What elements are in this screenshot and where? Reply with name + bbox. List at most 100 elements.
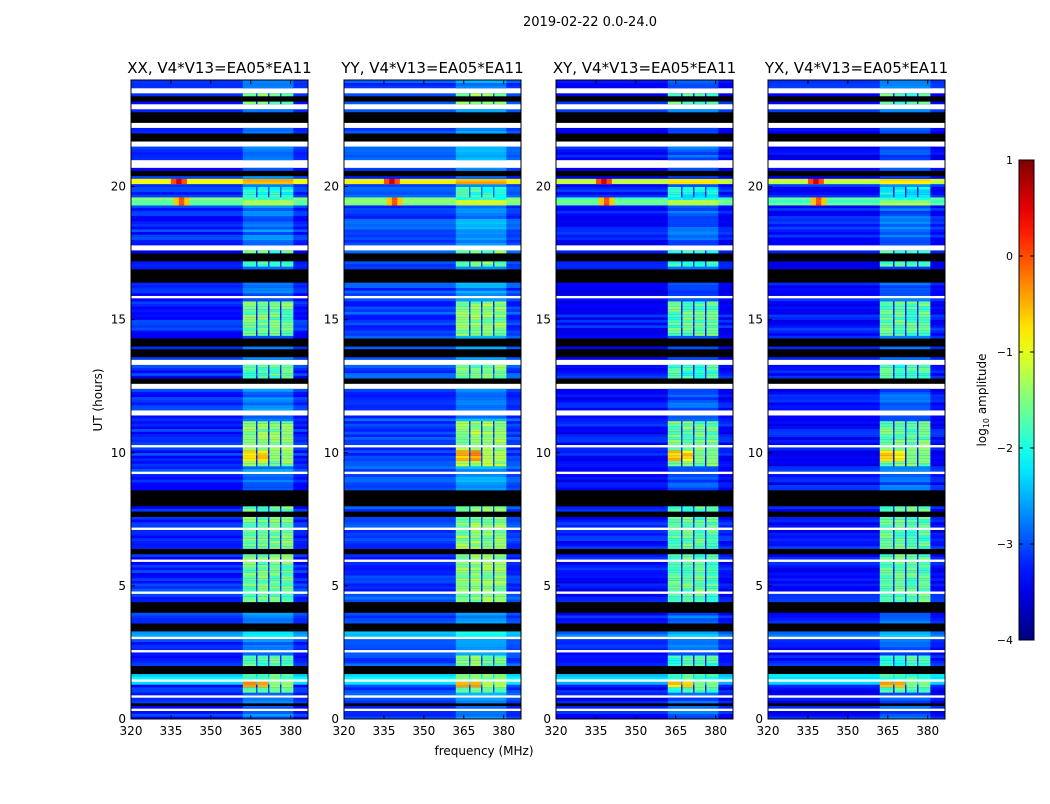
heatmap-row: [768, 711, 945, 714]
nodata-row: [556, 492, 733, 496]
rfi-subband-cell: [281, 306, 294, 310]
rfi-subband-cell: [894, 535, 906, 539]
rfi-subband-cell: [918, 681, 931, 685]
rfi-subband-cell: [906, 314, 918, 318]
rfi-subband-cell: [257, 689, 269, 693]
rfi-subband-cell: [281, 303, 294, 307]
nodata-row: [556, 277, 733, 280]
heatmap-row: [768, 237, 945, 241]
rfi-subband-cell: [879, 458, 894, 462]
rfi-subband-cell: [242, 596, 257, 600]
heatmap-row: [768, 285, 945, 288]
heatmap-row: [344, 250, 521, 254]
rfi-subband-cell: [894, 311, 906, 315]
rfi-subband-cell: [906, 463, 918, 467]
rfi-subband-cell: [906, 308, 918, 312]
rfi-subband-cell: [706, 596, 719, 600]
rfi-subband-cell: [242, 364, 257, 368]
heatmap-row: [556, 644, 733, 648]
rfi-subband-cell: [918, 186, 931, 190]
rfi-band-cell: [242, 109, 294, 113]
rfi-subband-cell: [906, 367, 918, 371]
rfi-subband-cell: [269, 506, 281, 509]
nodata-row: [131, 338, 308, 342]
heatmap-row: [556, 466, 733, 470]
rfi-subband-cell: [281, 332, 294, 336]
heatmap-row: [556, 700, 733, 704]
rfi-band-cell: [455, 231, 507, 235]
rfi-subband-cell: [894, 314, 906, 318]
rfi-subband-cell: [682, 561, 694, 565]
axes-frame: [343, 79, 522, 720]
heatmap-row: [556, 617, 733, 621]
rfi-band-cell: [455, 266, 507, 270]
rfi-subband-cell: [482, 428, 494, 432]
rfi-band-cell: [242, 237, 294, 241]
rfi-subband-cell: [242, 676, 257, 680]
heatmap-row: [131, 303, 308, 307]
rfi-subband-cell: [894, 663, 906, 667]
heatmap-row: [344, 633, 521, 637]
rfi-subband-cell: [906, 191, 918, 195]
rfi-subband-cell: [281, 189, 294, 193]
rfi-subband-cell: [482, 372, 494, 376]
rfi-subband-cell: [894, 423, 906, 427]
nodata-row: [344, 269, 521, 272]
rfi-subband-cell: [482, 553, 494, 557]
rfi-subband-cell: [269, 580, 281, 584]
rfi-subband-cell: [455, 545, 470, 549]
x-tick-label: 365: [876, 724, 899, 738]
rfi-subband-cell: [918, 194, 931, 198]
rfi-subband-cell: [918, 189, 931, 193]
rfi-subband-cell: [667, 676, 682, 680]
heatmap-row: [768, 205, 945, 209]
y-tick-label: 0: [755, 712, 763, 726]
heatmap-row: [768, 229, 945, 233]
rfi-subband-cell: [682, 263, 694, 267]
rfi-subband-cell: [894, 439, 906, 443]
heatmap-row: [768, 404, 945, 408]
rfi-subband-cell: [879, 423, 894, 427]
nodata-row: [131, 133, 308, 137]
heatmap-row: [344, 322, 521, 326]
rfi-subband-cell: [242, 324, 257, 328]
rfi-subband-cell: [667, 428, 682, 432]
heatmap-row: [344, 298, 521, 302]
heatmap-row: [344, 423, 521, 427]
nodata-row: [768, 511, 945, 515]
heatmap-row: [131, 599, 308, 603]
heatmap-row: [556, 157, 733, 161]
rfi-subband-cell: [281, 319, 294, 323]
heatmap-row: [131, 458, 308, 462]
rfi-band-cell: [455, 399, 507, 403]
nodata-row: [131, 351, 308, 355]
rfi-subband-cell: [894, 319, 906, 323]
heatmap-row: [768, 261, 945, 265]
rfi-subband-cell: [667, 673, 682, 677]
rfi-subband-cell: [894, 370, 906, 374]
rfi-subband-cell: [494, 431, 507, 435]
rfi-subband-cell: [455, 460, 470, 464]
heatmap-row: [344, 130, 521, 134]
nodata-row: [768, 255, 945, 259]
rfi-band-cell: [879, 130, 931, 134]
heatmap-row: [556, 455, 733, 459]
rfi-subband-cell: [906, 428, 918, 432]
rfi-subband-cell: [706, 308, 719, 312]
heatmap-row: [768, 577, 945, 581]
panel-title: YY, V4*V13=EA05*EA11: [340, 59, 523, 77]
rfi-subband-cell: [269, 364, 281, 368]
heatmap-row: [344, 647, 521, 651]
rfi-subband-cell: [879, 553, 894, 557]
rfi-band-cell: [455, 391, 507, 395]
rfi-band-cell: [667, 226, 719, 230]
x-tick-label: 380: [704, 724, 727, 738]
rfi-band-cell: [242, 154, 294, 158]
rfi-band-cell: [455, 207, 507, 211]
heatmap-row: [556, 588, 733, 592]
rfi-subband-cell: [879, 250, 894, 254]
rfi-subband-cell: [706, 436, 719, 440]
heatmap-row: [556, 221, 733, 225]
rfi-band-cell: [242, 620, 294, 624]
rfi-subband-cell: [494, 569, 507, 573]
